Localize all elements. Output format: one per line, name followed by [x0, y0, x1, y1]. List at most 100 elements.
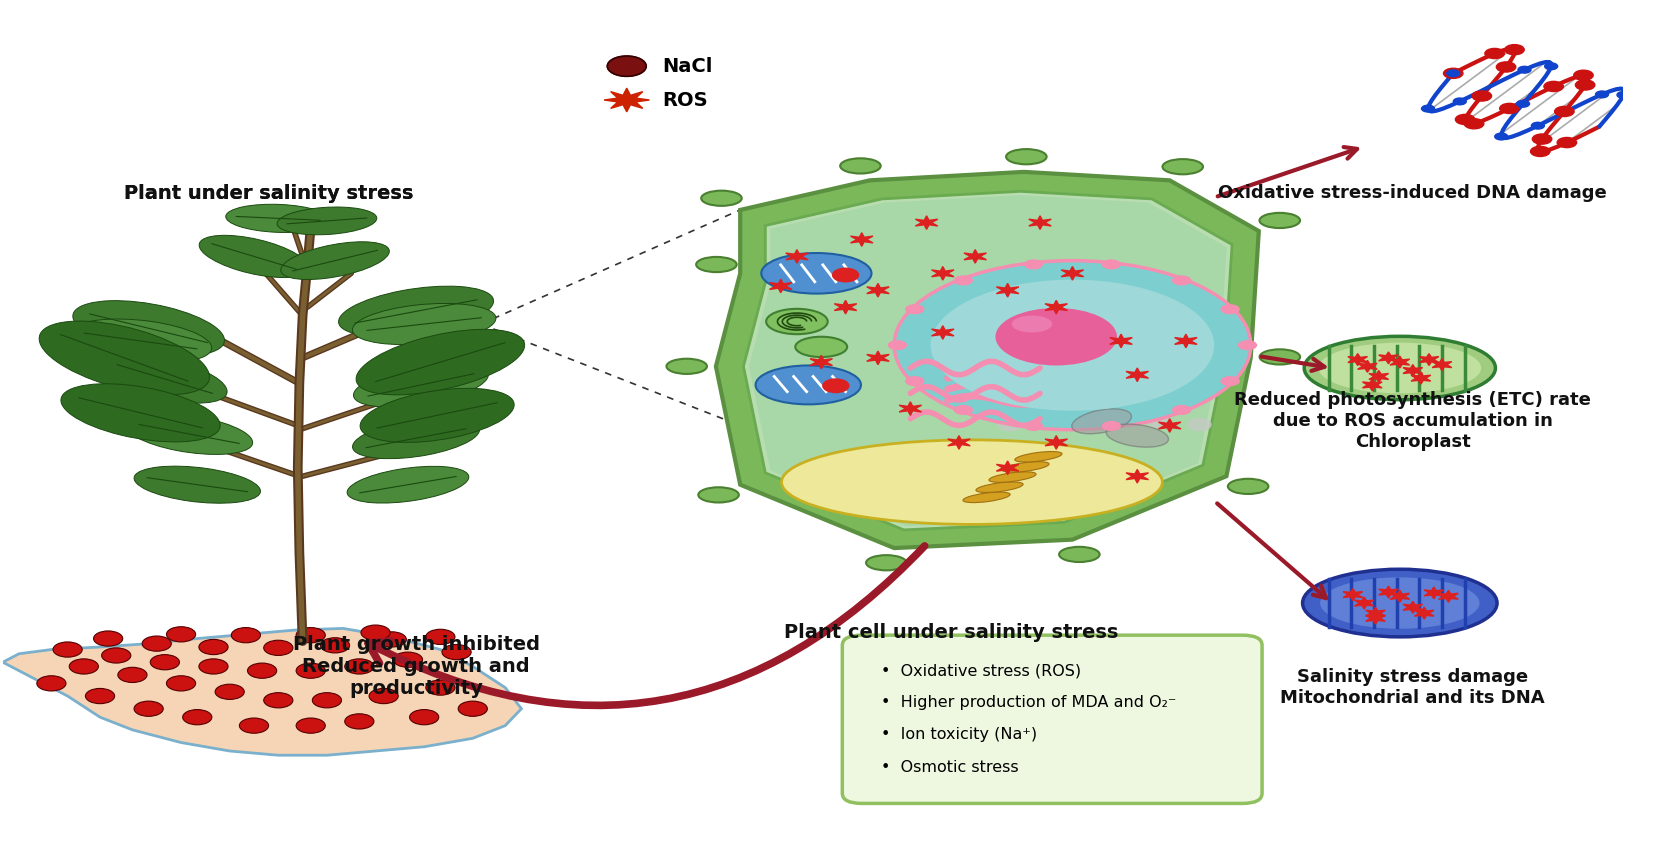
Circle shape: [1171, 276, 1191, 285]
Circle shape: [999, 419, 1021, 431]
Ellipse shape: [976, 482, 1024, 493]
Circle shape: [313, 693, 341, 708]
Text: ROS: ROS: [662, 90, 708, 110]
Circle shape: [1184, 353, 1207, 365]
Polygon shape: [1174, 334, 1197, 348]
Circle shape: [832, 268, 858, 282]
Circle shape: [410, 710, 438, 725]
Circle shape: [1454, 98, 1467, 105]
Circle shape: [344, 714, 374, 729]
Polygon shape: [1366, 613, 1386, 624]
Polygon shape: [915, 216, 938, 230]
Ellipse shape: [1320, 577, 1480, 629]
Text: NaCl: NaCl: [662, 57, 713, 76]
Text: •  Higher production of MDA and O₂⁻: • Higher production of MDA and O₂⁻: [882, 695, 1176, 711]
Circle shape: [296, 663, 326, 678]
Ellipse shape: [867, 555, 906, 570]
Ellipse shape: [1227, 479, 1269, 494]
Circle shape: [1102, 408, 1125, 420]
Circle shape: [1012, 316, 1035, 328]
Polygon shape: [1363, 379, 1383, 391]
Polygon shape: [716, 172, 1259, 548]
Text: •  Osmotic stress: • Osmotic stress: [882, 760, 1019, 774]
Circle shape: [888, 340, 906, 351]
Text: Oxidative stress-induced DNA damage: Oxidative stress-induced DNA damage: [1219, 184, 1608, 202]
Circle shape: [1024, 260, 1044, 270]
Circle shape: [1044, 408, 1065, 420]
Ellipse shape: [347, 466, 468, 503]
Ellipse shape: [1163, 159, 1202, 174]
Ellipse shape: [701, 191, 741, 206]
Ellipse shape: [698, 488, 739, 502]
Polygon shape: [900, 402, 921, 415]
FancyArrowPatch shape: [369, 545, 925, 705]
Polygon shape: [1348, 354, 1368, 365]
Circle shape: [1573, 70, 1593, 80]
Circle shape: [1618, 92, 1629, 98]
Ellipse shape: [1305, 336, 1495, 400]
Polygon shape: [1432, 359, 1452, 370]
Circle shape: [1464, 118, 1484, 129]
Polygon shape: [1403, 364, 1422, 376]
Ellipse shape: [1002, 462, 1049, 472]
Ellipse shape: [1303, 569, 1497, 637]
Circle shape: [1171, 405, 1191, 415]
Ellipse shape: [756, 365, 862, 404]
Text: Plant cell under salinity stress: Plant cell under salinity stress: [784, 623, 1118, 643]
Circle shape: [151, 654, 179, 670]
Polygon shape: [810, 356, 832, 368]
Polygon shape: [1045, 300, 1067, 314]
Circle shape: [1545, 63, 1558, 70]
Polygon shape: [834, 300, 857, 314]
Polygon shape: [1343, 589, 1363, 601]
Circle shape: [1148, 391, 1171, 403]
Circle shape: [263, 693, 293, 708]
Circle shape: [1447, 70, 1460, 77]
Text: •  Ion toxicity (Na⁺): • Ion toxicity (Na⁺): [882, 728, 1037, 742]
Circle shape: [458, 701, 488, 717]
Circle shape: [377, 631, 407, 647]
Polygon shape: [1366, 608, 1386, 620]
Circle shape: [1532, 123, 1545, 129]
Circle shape: [822, 379, 849, 392]
Circle shape: [94, 631, 122, 646]
Ellipse shape: [40, 321, 210, 395]
Circle shape: [198, 659, 228, 674]
Ellipse shape: [126, 414, 253, 454]
Polygon shape: [1062, 266, 1083, 280]
Text: Reduced photosynthesis (ETC) rate
due to ROS accumulation in
Chloroplast: Reduced photosynthesis (ETC) rate due to…: [1234, 391, 1591, 451]
Circle shape: [1495, 133, 1508, 140]
Text: •  Oxidative stress (ROS): • Oxidative stress (ROS): [882, 663, 1082, 678]
Polygon shape: [1110, 334, 1133, 348]
Ellipse shape: [840, 158, 880, 174]
Circle shape: [1237, 340, 1257, 351]
Ellipse shape: [69, 319, 212, 363]
Circle shape: [963, 317, 986, 328]
Ellipse shape: [103, 355, 227, 403]
Polygon shape: [1379, 586, 1398, 598]
Circle shape: [1221, 304, 1240, 314]
Polygon shape: [1389, 357, 1409, 368]
Polygon shape: [749, 195, 1227, 526]
Circle shape: [1518, 66, 1532, 73]
Circle shape: [1485, 49, 1505, 59]
Ellipse shape: [696, 257, 736, 272]
Circle shape: [167, 626, 195, 642]
Text: Plant under salinity stress: Plant under salinity stress: [124, 184, 414, 203]
Ellipse shape: [931, 280, 1214, 411]
Text: Salinity stress damage
Mitochondrial and its DNA: Salinity stress damage Mitochondrial and…: [1280, 668, 1545, 707]
Polygon shape: [996, 283, 1019, 297]
Polygon shape: [786, 249, 809, 263]
Circle shape: [1133, 325, 1156, 337]
Ellipse shape: [1006, 149, 1047, 164]
Circle shape: [182, 710, 212, 725]
Circle shape: [321, 637, 349, 653]
Polygon shape: [850, 232, 873, 246]
Ellipse shape: [198, 236, 309, 277]
Circle shape: [69, 659, 98, 674]
Circle shape: [1575, 80, 1594, 90]
Circle shape: [607, 56, 647, 77]
Circle shape: [248, 663, 276, 678]
Circle shape: [1221, 376, 1240, 386]
Ellipse shape: [1260, 349, 1300, 364]
